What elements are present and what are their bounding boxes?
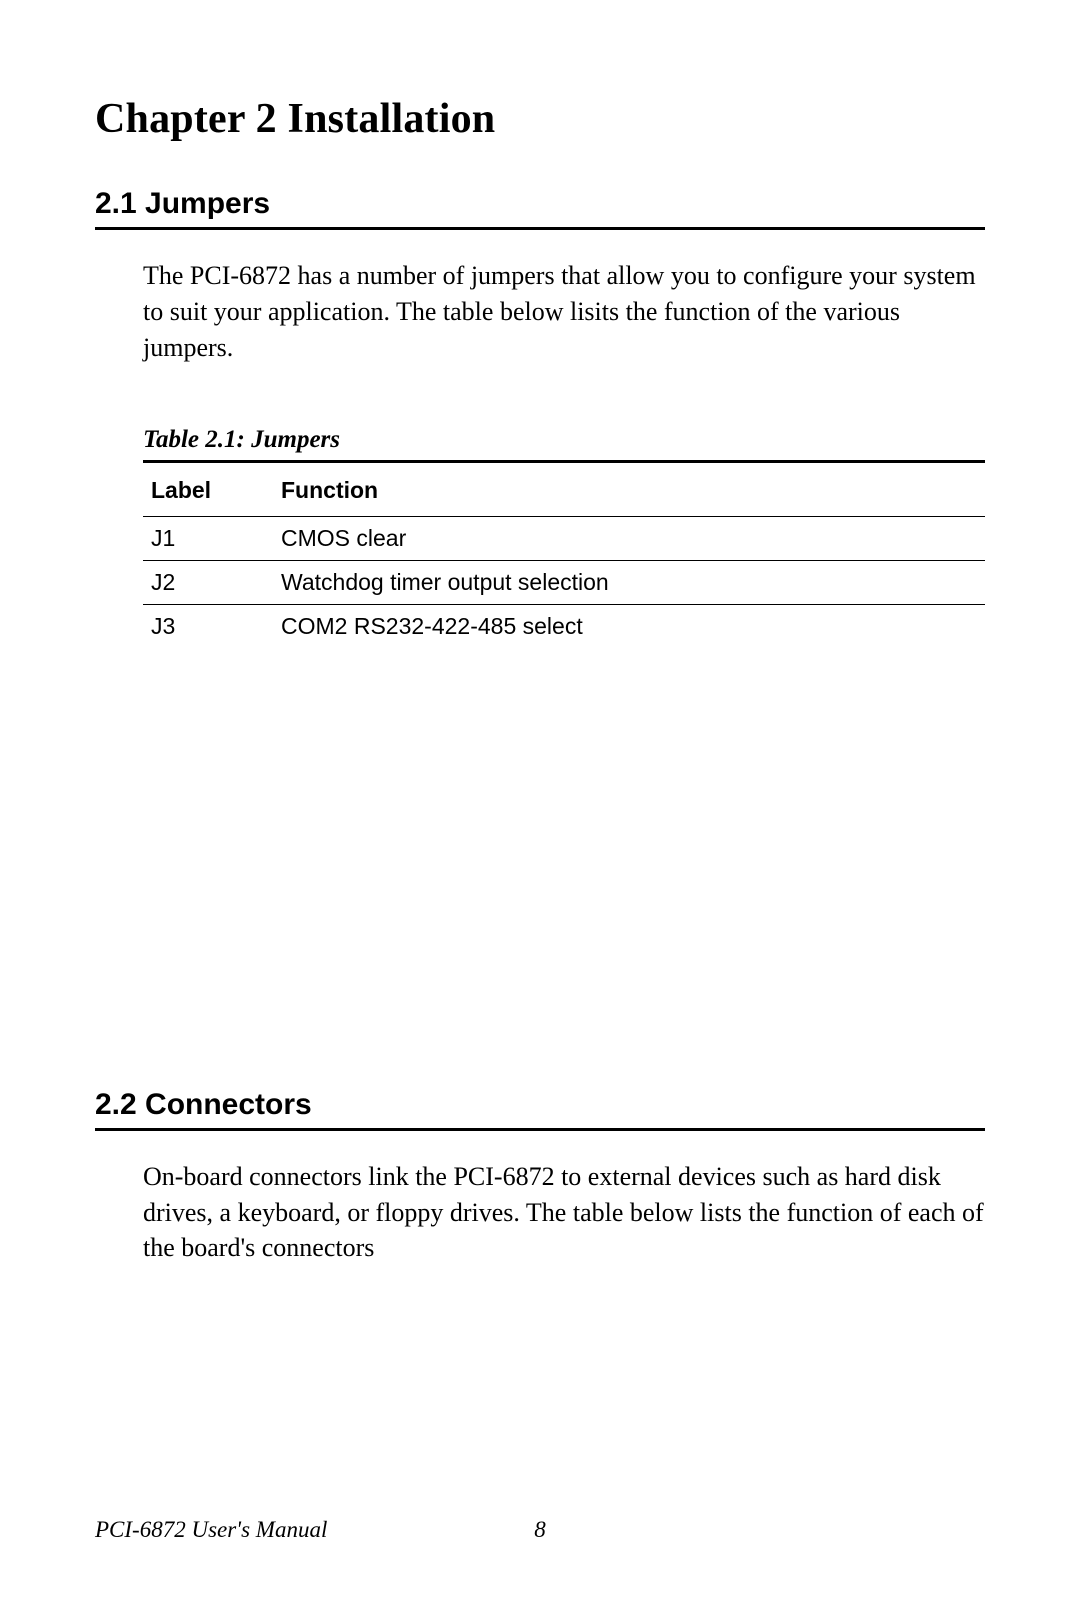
table-cell-function: CMOS clear: [273, 516, 985, 560]
chapter-title: Chapter 2 Installation: [95, 95, 985, 143]
section-heading-jumpers: 2.1 Jumpers: [95, 187, 985, 230]
footer-page-number: 8: [534, 1517, 546, 1543]
section-heading-connectors: 2.2 Connectors: [95, 1088, 985, 1131]
table-row: J1 CMOS clear: [143, 516, 985, 560]
table-row: J3 COM2 RS232-422-485 select: [143, 604, 985, 648]
jumpers-table: Label Function J1 CMOS clear J2 Watchdog…: [143, 463, 985, 648]
table-cell-label: J1: [143, 516, 273, 560]
table-cell-function: Watchdog timer output selection: [273, 560, 985, 604]
table-row: J2 Watchdog timer output selection: [143, 560, 985, 604]
table-cell-label: J3: [143, 604, 273, 648]
table-cell-label: J2: [143, 560, 273, 604]
table-header-function: Function: [273, 463, 985, 517]
section-jumpers-paragraph: The PCI-6872 has a number of jumpers tha…: [143, 258, 985, 366]
jumpers-table-block: Table 2.1: Jumpers Label Function J1 CMO…: [143, 426, 985, 648]
table-header-row: Label Function: [143, 463, 985, 517]
table-caption: Table 2.1: Jumpers: [143, 426, 985, 463]
table-cell-function: COM2 RS232-422-485 select: [273, 604, 985, 648]
footer-manual-title: PCI-6872 User's Manual: [95, 1517, 327, 1543]
table-header-label: Label: [143, 463, 273, 517]
section-connectors-paragraph: On-board connectors link the PCI-6872 to…: [143, 1159, 985, 1267]
